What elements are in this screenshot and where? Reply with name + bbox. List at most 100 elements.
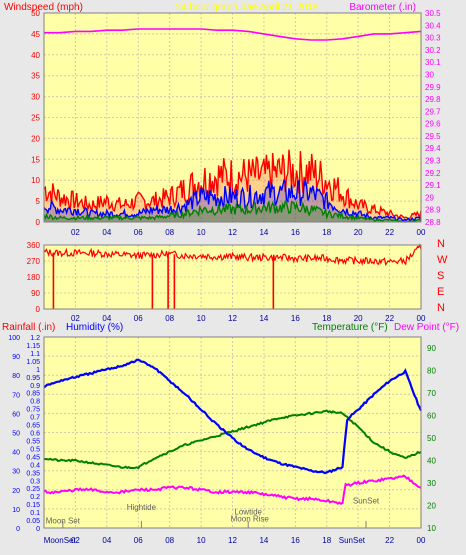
baro-ytick-label: 29.9 [425, 83, 441, 92]
direction-xtick-label: 14 [259, 314, 268, 323]
humidity-ytick-label: 20 [12, 488, 20, 495]
direction-xtick-label: 16 [291, 314, 300, 323]
wind-ytick-label: 25 [31, 114, 40, 123]
wind-y2label: Barometer (.in) [349, 2, 416, 13]
temperature-ytick-label: 40 [427, 457, 436, 466]
dewpoint-ylabel: Dew Point (°F) [394, 322, 459, 333]
direction-ytick-label: 180 [27, 273, 41, 282]
wind-xtick-label: 16 [291, 228, 300, 237]
direction-xtick-label: 02 [71, 314, 80, 323]
temperature-ytick-label: 90 [427, 344, 436, 353]
direction-xtick-label: 12 [228, 314, 237, 323]
temperature-series [43, 409, 422, 470]
wind-ytick-label: 0 [36, 218, 41, 227]
climate-xtick-label: 00 [417, 536, 426, 545]
wind-xtick-label: 04 [102, 228, 111, 237]
direction-ytick-label: 360 [27, 241, 41, 250]
wind-xtick-label: 18 [322, 228, 331, 237]
climate-xtick-label: MoonSet [44, 536, 77, 545]
humidity-ytick-label: 0 [16, 526, 20, 533]
wind-low-band [44, 201, 421, 222]
humidity-ytick-label: 50 [12, 431, 20, 438]
wind-ytick-label: 20 [31, 134, 40, 143]
baro-ytick-label: 30.5 [425, 9, 441, 18]
dewpoint-series [43, 474, 422, 505]
baro-ytick-label: 28.8 [425, 218, 441, 227]
climate-plot-border [43, 336, 422, 529]
humidity-ytick-label: 60 [12, 411, 20, 418]
direction-xtick-label: 08 [165, 314, 174, 323]
wind-avg-series [43, 177, 422, 222]
rain-ytick-label: 0.1 [30, 510, 40, 517]
rain-ytick-label: 1.15 [26, 343, 40, 350]
direction-xtick-label: 10 [197, 314, 206, 323]
wind-title: 24 hour graph dae April 21 2018 [176, 2, 319, 13]
direction-xtick-label: 06 [134, 314, 143, 323]
wind-ylabel: Windspeed (mph) [4, 2, 83, 13]
direction-ytick-label: 0 [36, 305, 41, 314]
humidity-ytick-label: 100 [8, 335, 20, 342]
humidity-ytick-label: 80 [12, 373, 20, 380]
baro-ytick-label: 30 [425, 70, 434, 79]
tide-annotation: SunSet [353, 496, 380, 505]
direction-xtick-label: 20 [354, 314, 363, 323]
temperature-ytick-label: 70 [427, 389, 436, 398]
rain-ytick-label: 0.8 [30, 399, 40, 406]
rain-ytick-label: 0.9 [30, 383, 40, 390]
humidity-series [43, 358, 423, 475]
direction-compass-label: E [437, 286, 444, 298]
temperature-ytick-label: 10 [427, 524, 436, 533]
tide-annotation: Lowtide [234, 508, 262, 517]
tide-annotation: Hightide [127, 503, 157, 512]
rain-ytick-label: 0.55 [26, 438, 40, 445]
rain-ytick-label: 0.75 [26, 407, 40, 414]
direction-compass-label: W [437, 254, 448, 266]
temperature-ytick-label: 50 [427, 434, 436, 443]
wind-ytick-label: 45 [31, 30, 40, 39]
rain-ytick-label: 0.95 [26, 375, 40, 382]
baro-ytick-label: 28.9 [425, 206, 441, 215]
rain-ytick-label: 0 [36, 526, 40, 533]
climate-xtick-label: 08 [165, 536, 174, 545]
wind-ytick-label: 15 [31, 155, 40, 164]
direction-plot-border [43, 244, 422, 310]
climate-xtick-label: 18 [322, 536, 331, 545]
wind-xtick-label: 20 [354, 228, 363, 237]
tide-annotation: Moon Rise [231, 514, 270, 523]
climate-xtick-label: 22 [385, 536, 394, 545]
wind-avg-band [44, 180, 421, 222]
direction-compass-label: N [437, 238, 445, 250]
wind-xtick-label: 14 [259, 228, 268, 237]
climate-xtick-label: 12 [228, 536, 237, 545]
rain-ytick-label: 0.5 [30, 446, 40, 453]
rain-ytick-label: 0.15 [26, 502, 40, 509]
wind-xtick-label: 10 [197, 228, 206, 237]
humidity-ytick-label: 70 [12, 392, 20, 399]
climate-xtick-label: 14 [259, 536, 268, 545]
baro-ytick-label: 29.6 [425, 120, 441, 129]
rain-ytick-label: 0.85 [26, 391, 40, 398]
humidity-ylabel: Humidity (%) [66, 322, 123, 333]
baro-ytick-label: 30.2 [425, 46, 441, 55]
direction-xtick-label: 18 [322, 314, 331, 323]
wind-gust-band [44, 149, 421, 222]
rain-ytick-label: 0.45 [26, 454, 40, 461]
direction-ytick-label: 270 [27, 257, 41, 266]
baro-ytick-label: 29.2 [425, 169, 441, 178]
climate-xtick-label: 02 [71, 536, 80, 545]
wind-xtick-label: 02 [71, 228, 80, 237]
direction-xtick-label: 00 [417, 314, 426, 323]
wind-plot-border [43, 12, 422, 223]
wind-ytick-label: 10 [31, 176, 40, 185]
rain-ytick-label: 1.05 [26, 359, 40, 366]
direction-xtick-label: 04 [102, 314, 111, 323]
climate-xtick-label: 04 [102, 536, 111, 545]
rain-ytick-label: 1 [36, 367, 40, 374]
baro-ytick-label: 29.4 [425, 144, 441, 153]
wind-xtick-label: 00 [417, 228, 426, 237]
temperature-ytick-label: 20 [427, 502, 436, 511]
temperature-ytick-label: 60 [427, 412, 436, 421]
wind-xtick-label: 06 [134, 228, 143, 237]
temperature-ytick-label: 30 [427, 479, 436, 488]
